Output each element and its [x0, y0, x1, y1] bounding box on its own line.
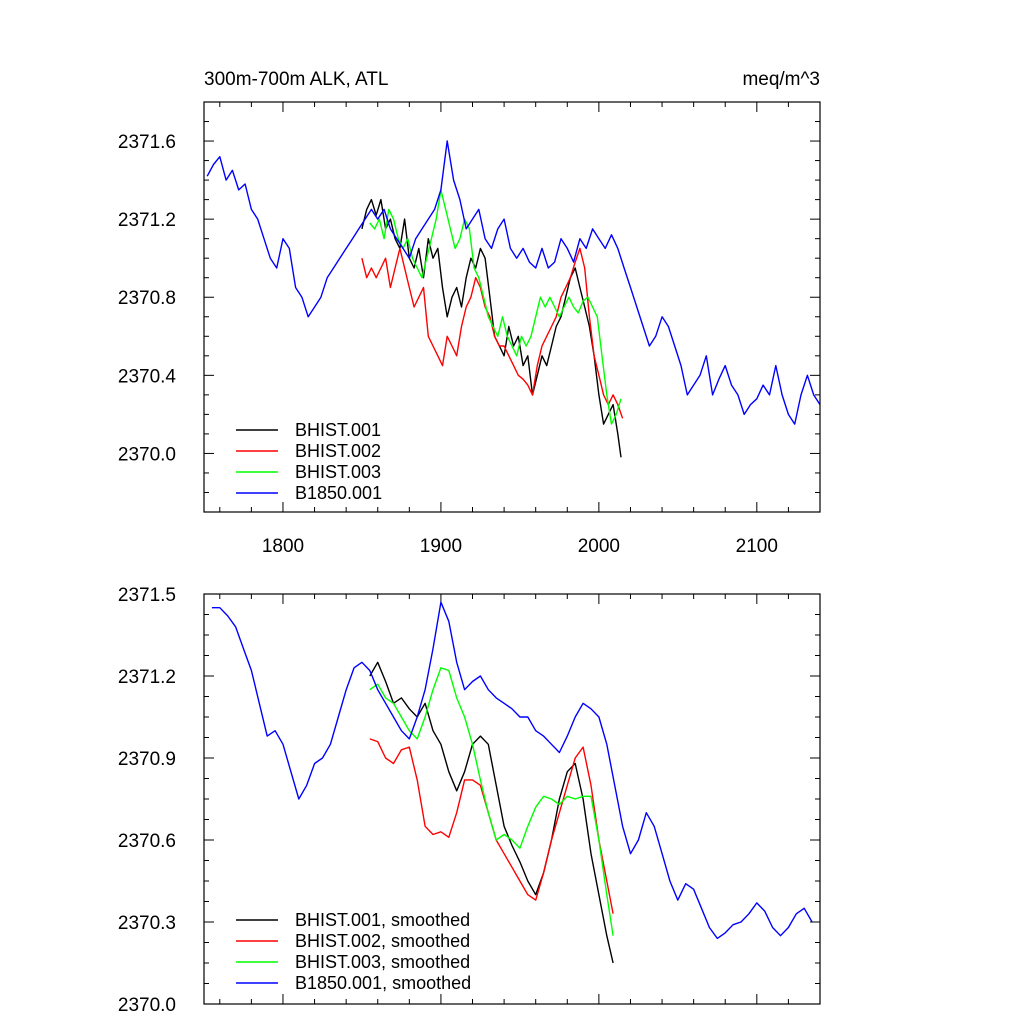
y-tick-label: 2370.0	[118, 995, 176, 1016]
bottom-panel-lines	[211, 601, 813, 964]
top-panel-ticks: 1800 1900 2000 2100 2370.0 2370.4 2370.8 2371.2…	[118, 101, 821, 557]
legend-label: BHIST.001	[295, 420, 381, 440]
legend-label: BHIST.001, smoothed	[295, 910, 470, 930]
chart-title: 300m-700m ALK, ATL	[204, 69, 388, 90]
legend-label: B1850.001	[295, 483, 382, 503]
legend-label: BHIST.002, smoothed	[295, 931, 470, 951]
legend-label: B1850.001, smoothed	[295, 973, 471, 993]
y-tick-label: 2370.3	[118, 913, 176, 934]
series-line-2	[369, 738, 614, 914]
top-panel-lines	[206, 140, 821, 458]
legend-label: BHIST.002	[295, 441, 381, 461]
series-line-3	[369, 667, 614, 936]
series-line-4	[206, 140, 821, 425]
chart-units: meq/m^3	[742, 69, 820, 90]
y-tick-label: 2371.2	[118, 210, 176, 231]
series-line-3	[369, 189, 622, 425]
series-line-1	[361, 198, 622, 458]
y-tick-label: 2370.9	[118, 749, 176, 770]
y-tick-label: 2371.2	[118, 667, 176, 688]
top-panel: 300m-700m ALK, ATL meq/m^3 1800 1900 2000 2…	[118, 69, 821, 557]
y-tick-label: 2370.6	[118, 831, 176, 852]
y-tick-label: 2371.5	[118, 585, 176, 606]
legend-label: BHIST.003	[295, 462, 381, 482]
y-tick-label: 2370.0	[118, 444, 176, 465]
series-line-2	[361, 247, 624, 419]
y-tick-label: 2370.8	[118, 288, 176, 309]
x-tick-label: 2100	[736, 536, 778, 557]
y-tick-label: 2370.4	[118, 366, 177, 387]
top-panel-frame	[203, 101, 821, 513]
bottom-panel-ticks: 2370.0 2370.3 2370.6 2370.9 2371.2 2371.5	[118, 585, 821, 1016]
x-tick-label: 2000	[578, 536, 620, 557]
x-tick-label: 1800	[262, 536, 304, 557]
bottom-panel: 2370.0 2370.3 2370.6 2370.9 2371.2 2371.5 BHI…	[118, 585, 821, 1016]
y-tick-label: 2371.6	[118, 132, 176, 153]
bottom-panel-frame	[203, 593, 821, 1005]
x-tick-label: 1900	[420, 536, 462, 557]
series-line-4	[211, 601, 813, 940]
legend-label: BHIST.003, smoothed	[295, 952, 470, 972]
